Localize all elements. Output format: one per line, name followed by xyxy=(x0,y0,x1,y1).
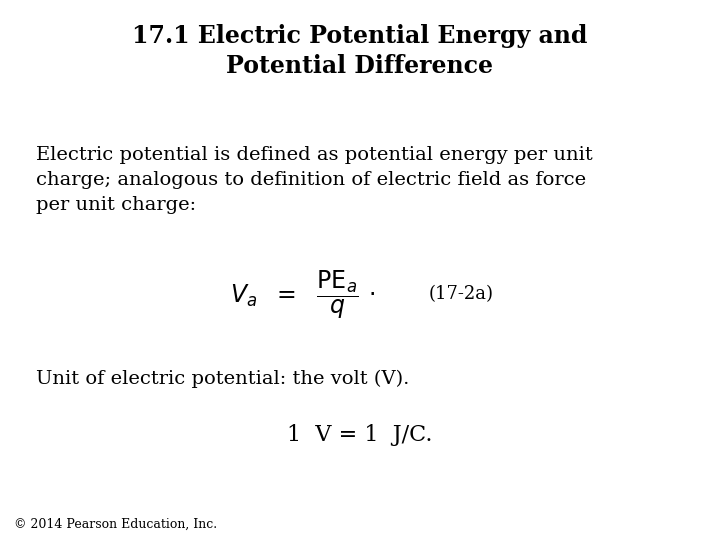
Text: 17.1 Electric Potential Energy and
Potential Difference: 17.1 Electric Potential Energy and Poten… xyxy=(132,24,588,78)
Text: Unit of electric potential: the volt (V).: Unit of electric potential: the volt (V)… xyxy=(36,370,410,388)
Text: $V_a \ \ = \ \ \dfrac{\mathrm{PE}_a}{q}\,\cdot$: $V_a \ \ = \ \ \dfrac{\mathrm{PE}_a}{q}\… xyxy=(230,268,375,321)
Text: (17-2a): (17-2a) xyxy=(428,285,493,303)
Text: 1  V = 1  J/C.: 1 V = 1 J/C. xyxy=(287,424,433,446)
Text: © 2014 Pearson Education, Inc.: © 2014 Pearson Education, Inc. xyxy=(14,517,217,530)
Text: Electric potential is defined as potential energy per unit
charge; analogous to : Electric potential is defined as potenti… xyxy=(36,146,593,214)
